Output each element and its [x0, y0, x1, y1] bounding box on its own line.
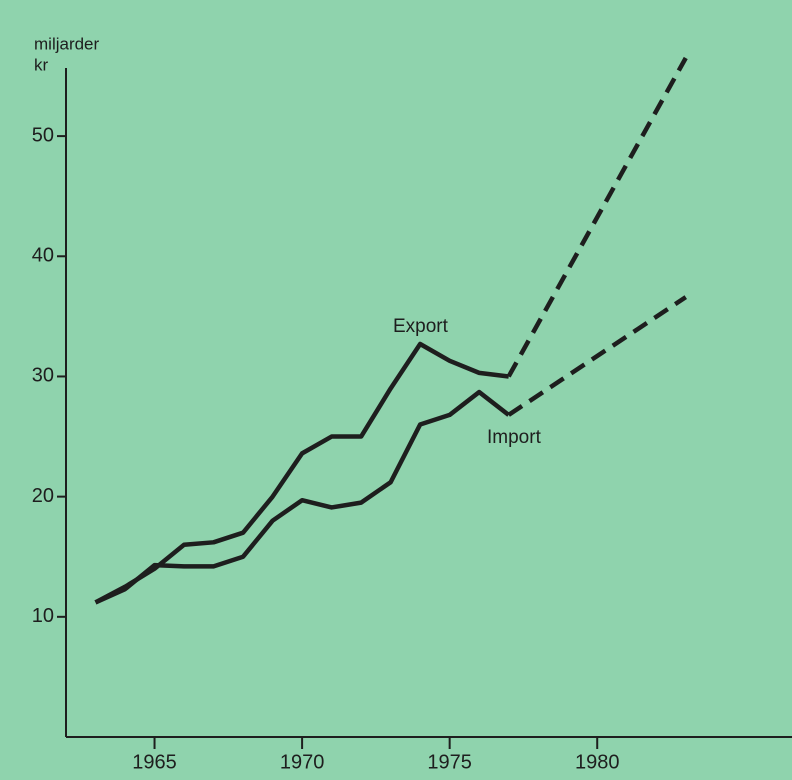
line	[94, 389, 511, 605]
y-axis-label: miljarder	[34, 34, 100, 53]
series-label: Export	[393, 316, 449, 337]
y-tick-label: 30	[32, 365, 54, 387]
x-tick-label: 1975	[427, 751, 472, 773]
x-tick-label: 1965	[132, 751, 177, 773]
series-label: Import	[487, 427, 542, 448]
x-tick-label: 1980	[575, 751, 620, 773]
y-tick-label: 10	[32, 605, 54, 627]
y-axis-label: kr	[34, 55, 49, 74]
y-tick-label: 50	[32, 124, 54, 146]
line-projection	[506, 56, 688, 378]
x-tick-label: 1970	[280, 751, 325, 773]
y-tick-label: 20	[32, 485, 54, 507]
y-tick-label: 40	[32, 245, 54, 267]
line-projection	[507, 295, 688, 417]
line	[94, 341, 509, 605]
